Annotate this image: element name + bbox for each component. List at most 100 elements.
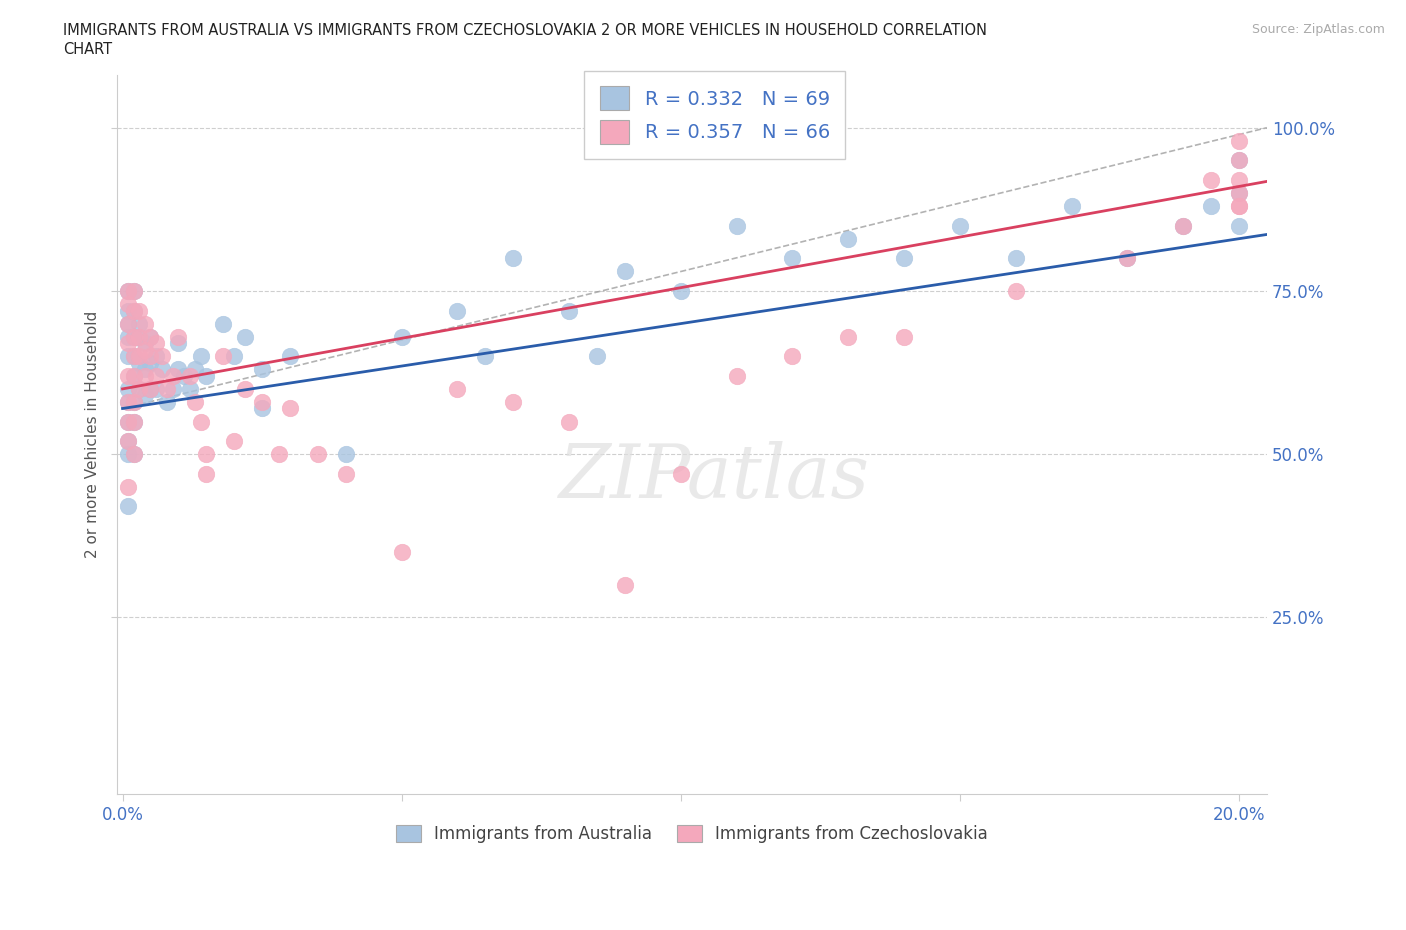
Point (150, 349, 173, 364)
Point (156, 381, 179, 396)
Point (893, 329, 915, 344)
Point (190, 349, 212, 364)
Point (139, 381, 162, 396)
Point (307, 446, 329, 461)
Point (122, 446, 145, 461)
Point (179, 368, 201, 383)
Point (195, 368, 218, 383)
Point (335, 466, 357, 481)
Point (1227, 219, 1250, 233)
Point (156, 394, 179, 409)
Point (122, 368, 145, 383)
Point (122, 303, 145, 318)
Point (725, 219, 748, 233)
Point (122, 414, 145, 429)
Point (1173, 219, 1195, 233)
Point (150, 362, 173, 377)
Point (122, 349, 145, 364)
Point (586, 349, 609, 364)
Point (162, 381, 184, 396)
Point (117, 297, 139, 312)
Point (1227, 199, 1250, 214)
Point (391, 545, 413, 560)
Point (117, 394, 139, 409)
Point (122, 368, 145, 383)
Point (278, 401, 301, 416)
Point (117, 303, 139, 318)
Point (122, 349, 145, 364)
Point (212, 349, 235, 364)
Point (167, 336, 190, 351)
Point (122, 284, 145, 299)
Point (1227, 199, 1250, 214)
Point (250, 401, 273, 416)
Point (134, 316, 156, 331)
Point (1116, 251, 1139, 266)
Point (117, 349, 139, 364)
Point (1116, 251, 1139, 266)
Point (1004, 251, 1026, 266)
Point (122, 329, 145, 344)
Point (134, 342, 156, 357)
Point (145, 381, 167, 396)
Point (117, 446, 139, 461)
Point (1060, 199, 1083, 214)
Point (139, 329, 162, 344)
Point (167, 329, 190, 344)
Point (250, 362, 273, 377)
Legend: Immigrants from Australia, Immigrants from Czechoslovakia: Immigrants from Australia, Immigrants fr… (389, 818, 995, 850)
Point (139, 329, 162, 344)
Point (558, 303, 581, 318)
Text: Source: ZipAtlas.com: Source: ZipAtlas.com (1251, 23, 1385, 36)
Point (117, 414, 139, 429)
Point (235, 329, 257, 344)
Y-axis label: 2 or more Vehicles in Household: 2 or more Vehicles in Household (86, 311, 100, 558)
Point (134, 368, 156, 383)
Point (122, 303, 145, 318)
Point (949, 219, 972, 233)
Point (134, 388, 156, 403)
Point (179, 381, 201, 396)
Point (117, 499, 139, 514)
Point (117, 480, 139, 495)
Point (725, 368, 748, 383)
Point (837, 329, 859, 344)
Point (117, 316, 139, 331)
Point (195, 446, 218, 461)
Point (145, 336, 167, 351)
Point (1173, 219, 1195, 233)
Point (184, 394, 207, 409)
Point (235, 381, 257, 396)
Point (128, 355, 150, 370)
Point (1227, 172, 1250, 187)
Point (1199, 172, 1222, 187)
Point (162, 368, 184, 383)
Point (267, 446, 290, 461)
Point (1199, 199, 1222, 214)
Point (122, 329, 145, 344)
Point (122, 446, 145, 461)
Point (117, 336, 139, 351)
Point (128, 381, 150, 396)
Point (184, 362, 207, 377)
Point (117, 284, 139, 299)
Point (391, 329, 413, 344)
Point (893, 251, 915, 266)
Point (145, 349, 167, 364)
Point (134, 336, 156, 351)
Point (1227, 133, 1250, 148)
Text: CHART: CHART (63, 42, 112, 57)
Point (128, 381, 150, 396)
Text: ZIPatlas: ZIPatlas (560, 442, 870, 514)
Point (1227, 186, 1250, 201)
Point (128, 329, 150, 344)
Point (145, 368, 167, 383)
Point (669, 466, 692, 481)
Point (250, 394, 273, 409)
Point (139, 355, 162, 370)
Point (122, 394, 145, 409)
Point (212, 316, 235, 331)
Point (613, 578, 636, 592)
Point (502, 394, 524, 409)
Point (474, 349, 496, 364)
